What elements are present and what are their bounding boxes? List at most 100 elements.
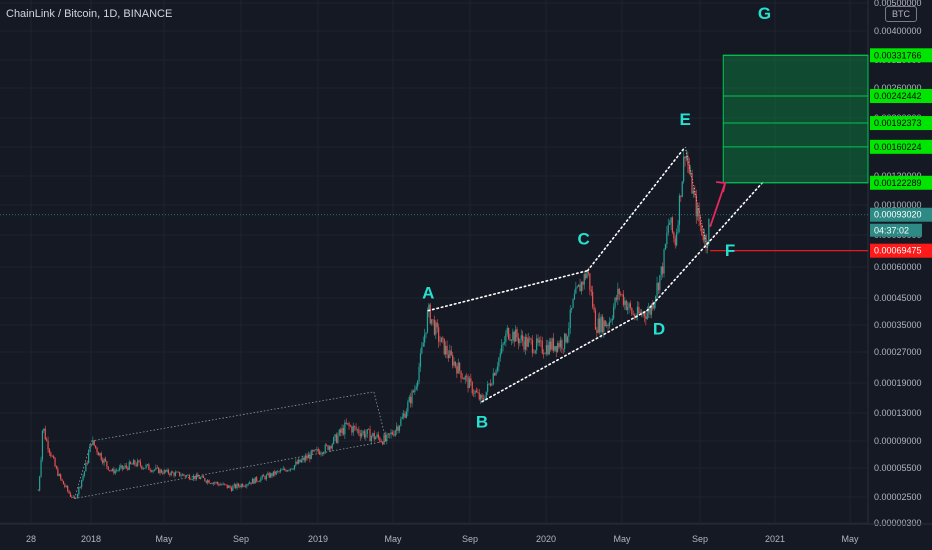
candle-body	[482, 398, 485, 400]
candle-body	[680, 195, 682, 197]
candle-body	[505, 333, 507, 342]
candle-body	[295, 461, 297, 466]
candle-body	[615, 297, 618, 300]
candle-body	[198, 477, 200, 479]
candle-body	[471, 382, 473, 394]
current-price-label: 0.00093020	[874, 210, 922, 220]
candle-body	[130, 461, 132, 464]
candle-body	[575, 287, 577, 294]
candle-body	[69, 493, 72, 497]
candle-body	[162, 472, 164, 474]
candle-body	[590, 289, 592, 292]
candle-body	[57, 468, 59, 476]
x-tick-label: 2019	[308, 534, 328, 544]
candle-body	[194, 475, 196, 480]
candle-body	[82, 475, 84, 481]
candle-body	[652, 304, 654, 309]
candle-body	[607, 324, 609, 327]
candle-body	[467, 376, 469, 389]
candle-body	[515, 329, 517, 342]
candle-body	[187, 474, 189, 476]
candle-body	[243, 486, 245, 487]
candle-body	[169, 473, 171, 476]
x-tick-label: 2021	[765, 534, 785, 544]
candle-body	[312, 450, 314, 452]
candle-body	[501, 344, 503, 354]
wave-channel-line	[684, 146, 708, 250]
candle-body	[681, 181, 683, 197]
candle-body	[631, 308, 633, 315]
candle-body	[638, 306, 640, 313]
candle-body	[286, 470, 289, 472]
candle-body	[43, 428, 45, 431]
candle-body	[256, 477, 258, 482]
candle-body	[257, 481, 259, 482]
candle-body	[608, 321, 611, 327]
y-tick-label: 0.00060000	[874, 262, 922, 272]
candle-body	[225, 484, 227, 485]
candle-body	[571, 307, 573, 310]
candle-body	[487, 383, 489, 392]
candle-body	[64, 484, 66, 487]
candle-body	[513, 331, 515, 342]
candle-body	[517, 337, 520, 344]
candle-body	[606, 324, 608, 327]
candle-body	[382, 441, 384, 445]
candle-body	[299, 459, 301, 463]
target-price-tag	[870, 88, 932, 103]
candle-body	[166, 469, 168, 472]
candle-body	[533, 352, 535, 354]
target-zone	[722, 54, 869, 184]
y-tick-label: 0.00013000	[874, 408, 922, 418]
candle-body	[460, 370, 462, 379]
candle-body	[376, 434, 378, 438]
candle-body	[597, 318, 599, 333]
candle-body	[236, 483, 238, 489]
candle-body	[596, 329, 598, 333]
candle-body	[453, 361, 455, 366]
candle-body	[83, 471, 86, 476]
candle-body	[379, 437, 381, 442]
candle-body	[156, 467, 158, 469]
candle-body	[331, 443, 333, 449]
candle-body	[349, 425, 352, 427]
candle-body	[298, 459, 300, 464]
candle-body	[475, 390, 478, 393]
candle-body	[636, 306, 639, 318]
candle-body	[354, 426, 356, 427]
candle-body	[271, 473, 273, 476]
candle-body	[275, 471, 277, 475]
y-tick-label: 0.00400000	[874, 26, 922, 36]
candle-body	[410, 396, 412, 404]
candle-body	[359, 433, 361, 437]
candle-body	[190, 479, 192, 480]
candle-body	[524, 337, 527, 350]
candle-body	[684, 156, 686, 159]
candle-body	[340, 429, 342, 433]
currency-badge[interactable]: BTC	[885, 6, 917, 22]
wave-channel-line	[481, 309, 648, 403]
candle-body	[41, 430, 44, 460]
candle-body	[347, 423, 349, 424]
candle-body	[690, 173, 692, 174]
candle-body	[534, 350, 536, 353]
candle-body	[492, 373, 494, 385]
candle-body	[215, 482, 217, 483]
candle-body	[443, 338, 445, 355]
candle-body	[328, 446, 331, 450]
candle-body	[520, 335, 522, 340]
candle-body	[611, 318, 613, 321]
candle-body	[512, 331, 514, 341]
candle-body	[303, 457, 305, 461]
candle-body	[197, 474, 199, 478]
candle-body	[601, 316, 604, 333]
candle-body	[113, 469, 115, 474]
target-price-label: 0.00192373	[874, 118, 922, 128]
candle-body	[419, 353, 422, 368]
candle-body	[687, 155, 689, 165]
candle-body	[351, 426, 353, 433]
candle-body	[701, 225, 703, 236]
candle-body	[600, 316, 602, 333]
candle-body	[438, 327, 440, 342]
